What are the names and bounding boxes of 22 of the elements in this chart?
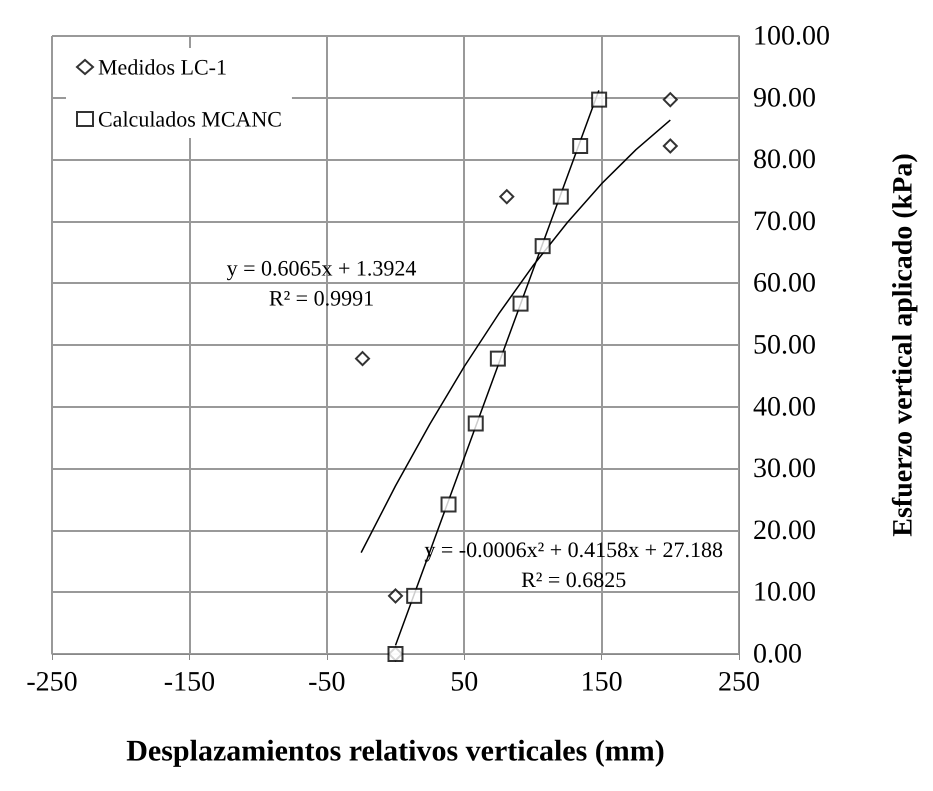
- y-tick-label: 30.00: [753, 453, 816, 484]
- y-tick-label: 100.00: [753, 20, 830, 52]
- x-tick-label: 150: [580, 666, 623, 698]
- legend-label: Calculados MCANC: [98, 106, 282, 132]
- y-tick-label: 60.00: [753, 268, 816, 299]
- y-tick-label: 10.00: [753, 576, 816, 608]
- x-tick-label: -250: [26, 666, 78, 698]
- y-tick-label: 40.00: [753, 391, 816, 422]
- annotation: y = 0.6065x + 1.3924 R² = 0.9991: [226, 256, 416, 311]
- y-tick-label: 0.00: [753, 638, 802, 670]
- y-tick-label: 80.00: [753, 144, 816, 176]
- x-tick-label: -50: [308, 666, 346, 698]
- x-tick-label: 50: [450, 666, 478, 698]
- x-axis-title: Desplazamientos relativos verticales (mm): [126, 734, 665, 768]
- y-axis-title: Esfuerzo vertical aplicado (kPa): [888, 153, 918, 537]
- y-tick-label: 50.00: [753, 330, 816, 360]
- y-tick-label: 20.00: [753, 514, 816, 546]
- y-tick-label: 70.00: [753, 206, 816, 237]
- x-tick-label: -150: [164, 666, 216, 698]
- legend-label: Medidos LC-1: [98, 54, 227, 80]
- x-tick-label: 250: [718, 666, 760, 698]
- y-tick-label: 90.00: [753, 82, 816, 114]
